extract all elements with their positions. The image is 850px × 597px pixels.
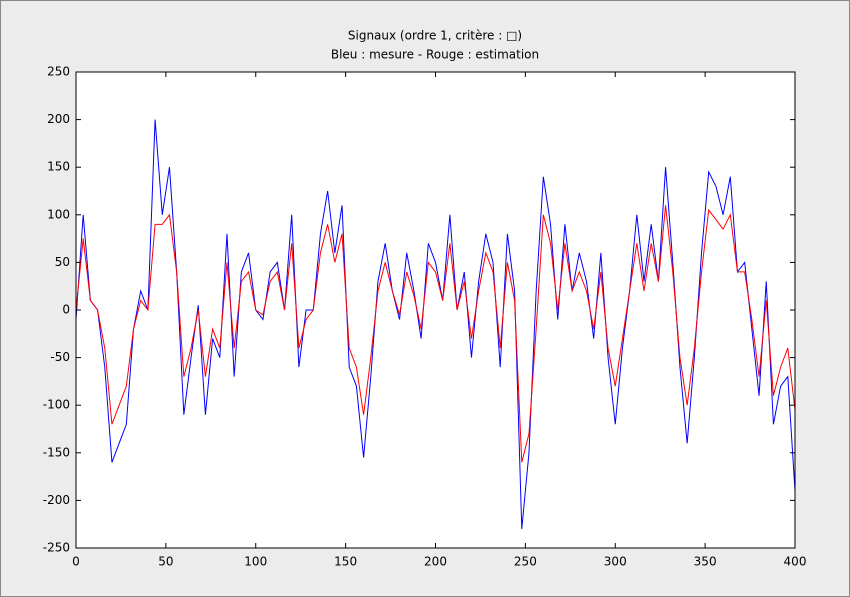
y-tick-label: -50 — [50, 350, 70, 364]
x-tick-label: 300 — [604, 555, 627, 569]
y-tick-label: 150 — [47, 160, 70, 174]
y-tick-label: 200 — [47, 112, 70, 126]
series-line — [75, 205, 796, 463]
y-tick-label: 100 — [47, 207, 70, 221]
y-tick-label: 50 — [55, 255, 70, 269]
y-tick-label: -250 — [43, 541, 70, 555]
x-tick-label: 200 — [424, 555, 447, 569]
chart-subtitle: Bleu : mesure - Rouge : estimation — [331, 48, 539, 62]
x-tick-label: 0 — [72, 555, 80, 569]
y-tick-label: 0 — [62, 303, 70, 317]
x-tick-label: 350 — [694, 555, 717, 569]
x-tick-label: 100 — [244, 555, 267, 569]
x-tick-label: 150 — [334, 555, 357, 569]
chart-title: Signaux (ordre 1, critère : □) — [348, 29, 522, 43]
y-tick-label: -150 — [43, 445, 70, 459]
y-tick-label: 250 — [47, 65, 70, 79]
y-tick-label: -100 — [43, 398, 70, 412]
x-tick-label: 50 — [158, 555, 173, 569]
x-tick-label: 400 — [784, 555, 807, 569]
plot-area — [76, 72, 795, 548]
x-tick-label: 250 — [514, 555, 537, 569]
y-tick-label: -200 — [43, 493, 70, 507]
